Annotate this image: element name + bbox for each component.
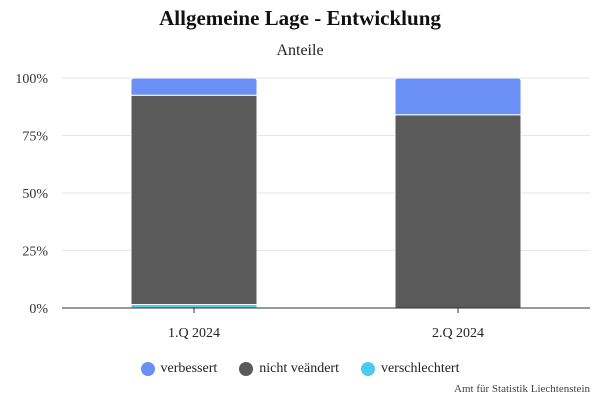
x-axis-ticks: 1.Q 2024 2.Q 2024: [168, 308, 484, 341]
chart-title: Allgemeine Lage - Entwicklung: [159, 6, 441, 30]
bar-segment-nicht-veändert[interactable]: [394, 114, 522, 309]
legend-item[interactable]: nicht veändert: [239, 361, 339, 377]
chart-subtitle: Anteile: [276, 42, 324, 59]
legend-item[interactable]: verbessert: [140, 361, 218, 377]
legend-swatch: [239, 362, 254, 376]
source-credit: Amt für Statistik Liechtenstein: [454, 383, 590, 395]
bar-segment-nicht-veändert[interactable]: [130, 94, 258, 306]
bars: [130, 77, 522, 309]
legend-label: nicht veändert: [259, 361, 339, 376]
legend-label: verschlechtert: [380, 361, 460, 376]
y-axis-ticks: 0% 25% 50% 75% 100%: [15, 72, 48, 317]
legend-label: verbessert: [160, 361, 218, 376]
legend: verbessert nicht veändert verschlechtert: [0, 361, 600, 377]
legend-item[interactable]: verschlechtert: [360, 361, 460, 377]
x-tick-label: 2.Q 2024: [432, 326, 484, 341]
x-tick-label: 1.Q 2024: [168, 326, 220, 341]
y-tick-label: 75%: [22, 130, 48, 145]
legend-swatch: [140, 362, 155, 376]
y-tick-label: 50%: [22, 187, 48, 202]
y-tick-label: 0%: [29, 302, 48, 317]
y-tick-label: 100%: [15, 72, 48, 87]
bar-segment-verbessert[interactable]: [394, 77, 522, 116]
y-tick-label: 25%: [22, 245, 48, 260]
legend-swatch: [360, 362, 375, 376]
bar-segment-verbessert[interactable]: [130, 77, 258, 96]
bar-segment-verschlechtert[interactable]: [130, 304, 258, 309]
